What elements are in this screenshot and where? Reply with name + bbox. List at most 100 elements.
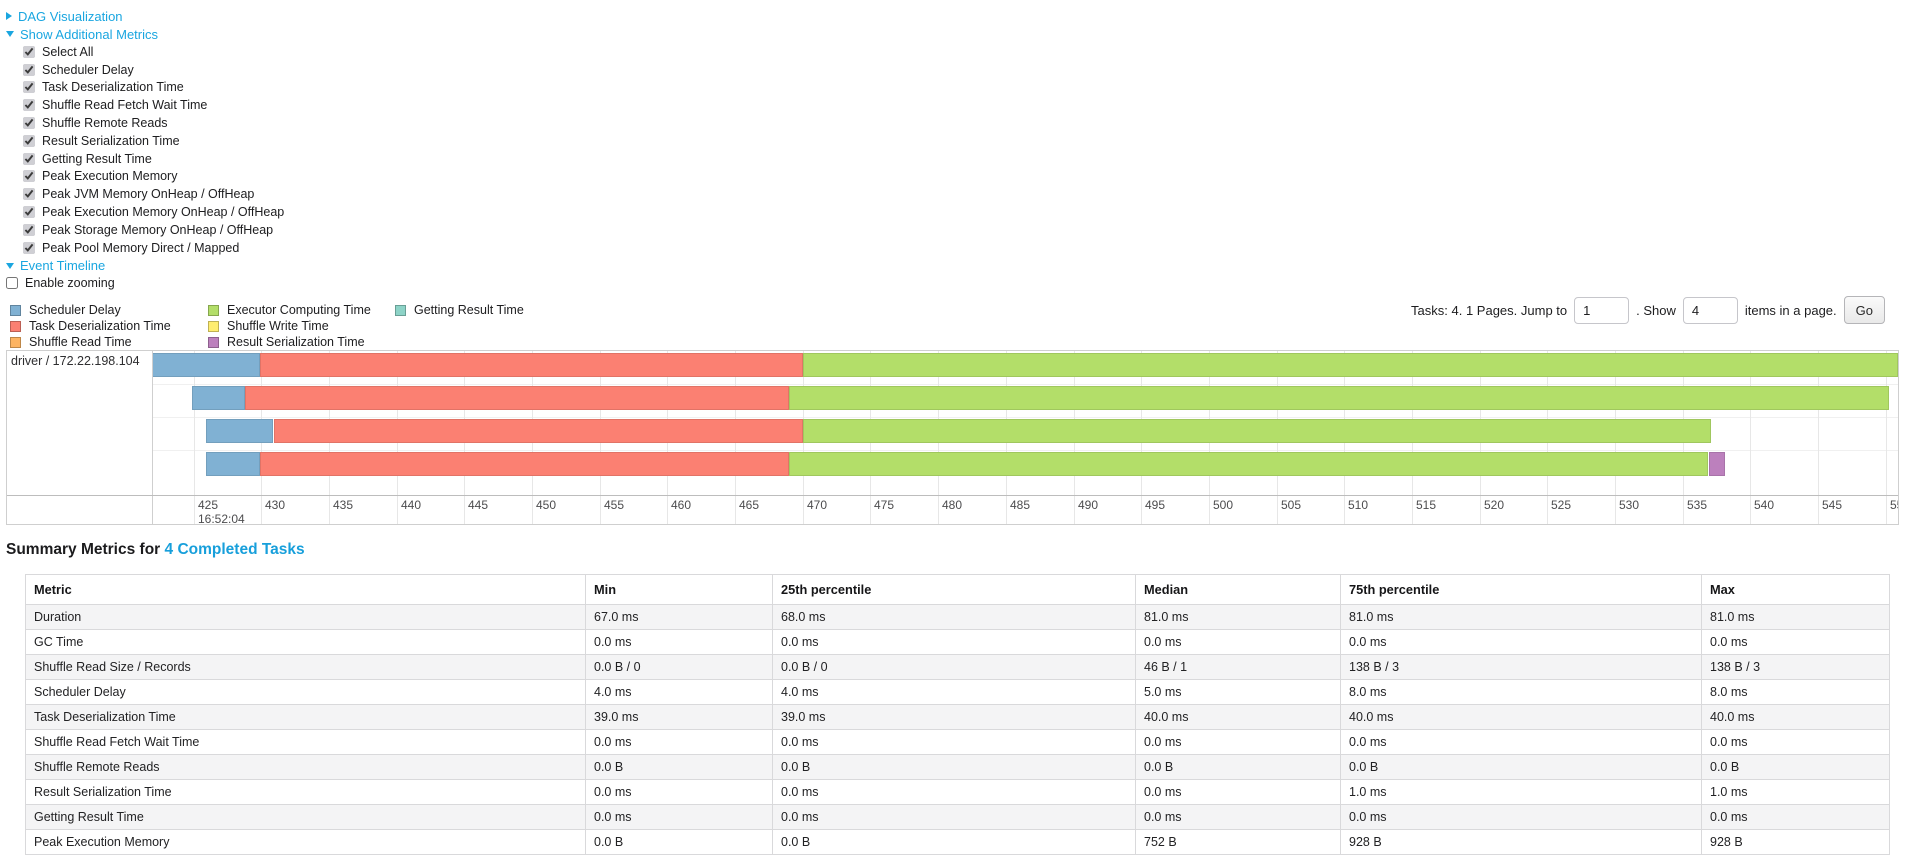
legend-label: Getting Result Time — [414, 303, 524, 317]
summary-row: Task Deserialization Time 39.0 ms 39.0 ms 4… — [25, 704, 1890, 730]
summary-metric-name: Task Deserialization Time — [25, 704, 586, 730]
enable-zooming-label: Enable zooming — [25, 276, 115, 291]
metric-checkbox-row: Peak Storage Memory OnHeap / OffHeap — [23, 221, 284, 239]
summary-cell: 0.0 ms — [1701, 804, 1890, 830]
metric-checkbox-task-deserialization-time[interactable] — [23, 81, 35, 94]
metric-checkbox-scheduler-delay[interactable] — [23, 63, 35, 76]
summary-cell: 4.0 ms — [772, 679, 1136, 705]
summary-metric-name: Result Serialization Time — [25, 779, 586, 805]
shuffle-write-swatch-icon — [208, 320, 219, 332]
metric-checkbox-row: Shuffle Remote Reads — [23, 114, 284, 132]
metric-checkbox-peak-jvm-memory-onheap-offheap[interactable] — [23, 188, 35, 201]
section-event-timeline[interactable]: Event Timeline — [6, 257, 284, 275]
metric-checkbox-row: Task Deserialization Time — [23, 79, 284, 97]
show-additional-metrics-link[interactable]: Show Additional Metrics — [20, 26, 159, 42]
stage-controls: DAG Visualization Show Additional Metric… — [6, 7, 284, 292]
section-show-additional-metrics[interactable]: Show Additional Metrics — [6, 25, 284, 43]
timeline-tick-label: 450 — [536, 498, 557, 512]
metric-checkbox-shuffle-read-fetch-wait-time[interactable] — [23, 99, 35, 112]
timeline-task-segment-executor-computing[interactable] — [802, 353, 1898, 377]
metric-checkbox-result-serialization-time[interactable] — [23, 134, 35, 147]
summary-cell: 81.0 ms — [1135, 604, 1341, 630]
jump-to-page-input[interactable] — [1574, 296, 1630, 324]
timeline-task-segment-task-deserialization[interactable] — [273, 419, 803, 443]
task-pagination: Tasks: 4. 1 Pages. Jump to . Show items … — [1411, 294, 1885, 326]
legend-column: Getting Result Time — [395, 302, 524, 350]
metric-checkbox-label: Scheduler Delay — [42, 62, 134, 77]
timeline-tick-label: 545 — [1822, 498, 1843, 512]
timeline-tick-label: 480 — [942, 498, 963, 512]
timeline-legend: Scheduler Delay Task Deserialization Time… — [10, 302, 524, 350]
go-button[interactable]: Go — [1843, 296, 1885, 324]
timeline-task-segment-task-deserialization[interactable] — [245, 386, 790, 410]
summary-cell: 0.0 ms — [1340, 629, 1702, 655]
metric-checkbox-peak-execution-memory-onheap-offheap[interactable] — [23, 206, 35, 219]
summary-cell: 752 B — [1135, 829, 1341, 855]
metric-checkbox-row: Scheduler Delay — [23, 61, 284, 79]
summary-metric-name: Shuffle Remote Reads — [25, 754, 586, 780]
summary-cell: 0.0 B — [772, 829, 1136, 855]
task-deserialization-swatch-icon — [10, 320, 21, 332]
summary-cell: 8.0 ms — [1701, 679, 1890, 705]
metric-checkbox-label: Result Serialization Time — [42, 133, 180, 148]
summary-col-header: 25th percentile — [772, 574, 1136, 605]
summary-row: GC Time 0.0 ms 0.0 ms 0.0 ms 0.0 ms 0.0 ms — [25, 629, 1890, 655]
summary-cell: 0.0 ms — [585, 804, 773, 830]
timeline-task-segment-scheduler-delay[interactable] — [153, 353, 260, 377]
metric-checkbox-label: Peak Execution Memory — [42, 169, 178, 184]
summary-cell: 8.0 ms — [1340, 679, 1702, 705]
timeline-task-segment-executor-computing[interactable] — [802, 419, 1712, 443]
summary-col-header: Median — [1135, 574, 1341, 605]
timeline-tick-label: 505 — [1281, 498, 1302, 512]
timeline-tick-label: 455 — [604, 498, 625, 512]
metric-checkbox-shuffle-remote-reads[interactable] — [23, 117, 35, 130]
timeline-time-of-day-label: 16:52:04 — [198, 512, 245, 524]
items-per-page-input[interactable] — [1682, 296, 1738, 324]
section-dag-visualization[interactable]: DAG Visualization — [6, 7, 284, 25]
dag-visualization-link[interactable]: DAG Visualization — [18, 8, 123, 24]
summary-row: Shuffle Read Fetch Wait Time 0.0 ms 0.0 ms… — [25, 729, 1890, 755]
timeline-task-segment-task-deserialization[interactable] — [259, 452, 790, 476]
summary-cell: 0.0 ms — [585, 629, 773, 655]
timeline-task-segment-scheduler-delay[interactable] — [205, 452, 260, 476]
summary-cell: 68.0 ms — [772, 604, 1136, 630]
summary-title-prefix: Summary Metrics for — [6, 541, 161, 558]
timeline-row-separator — [153, 417, 1898, 418]
timeline-task-segment-scheduler-delay[interactable] — [192, 386, 246, 410]
chevron-right-icon — [6, 12, 12, 20]
summary-cell: 0.0 ms — [772, 779, 1136, 805]
metric-checkbox-getting-result-time[interactable] — [23, 152, 35, 165]
timeline-task-segment-result-serialization[interactable] — [1708, 452, 1725, 476]
timeline-task-segment-scheduler-delay[interactable] — [205, 419, 274, 443]
legend-item: Scheduler Delay — [10, 302, 208, 318]
timeline-tick-label: 495 — [1145, 498, 1166, 512]
summary-col-header: 75th percentile — [1340, 574, 1702, 605]
metric-checkbox-peak-pool-memory-direct-mapped[interactable] — [23, 241, 35, 254]
timeline-tick-label: 485 — [1010, 498, 1031, 512]
timeline-tick-label: 425 — [198, 498, 219, 512]
timeline-gridline — [194, 351, 195, 524]
timeline-task-segment-executor-computing[interactable] — [789, 386, 1889, 410]
enable-zooming-checkbox[interactable] — [6, 277, 18, 290]
timeline-task-segment-executor-computing[interactable] — [789, 452, 1709, 476]
metric-checkbox-label: Task Deserialization Time — [42, 80, 184, 95]
metric-checkbox-peak-execution-memory[interactable] — [23, 170, 35, 183]
timeline-gridline — [1750, 351, 1751, 524]
metric-checkbox-select-all[interactable] — [23, 45, 35, 58]
timeline-tick-label: 470 — [807, 498, 828, 512]
completed-tasks-link[interactable]: 4 Completed Tasks — [164, 541, 305, 558]
timeline-task-segment-task-deserialization[interactable] — [259, 353, 803, 377]
event-timeline-link[interactable]: Event Timeline — [20, 258, 106, 274]
metric-checkbox-peak-storage-memory-onheap-offheap[interactable] — [23, 223, 35, 236]
metric-checkbox-row: Select All — [23, 43, 284, 61]
timeline-tick-label: 500 — [1213, 498, 1234, 512]
summary-cell: 0.0 ms — [772, 729, 1136, 755]
summary-cell: 0.0 ms — [585, 729, 773, 755]
summary-metric-name: Peak Execution Memory — [25, 829, 586, 855]
timeline-tick-label: 490 — [1078, 498, 1099, 512]
summary-metric-name: Getting Result Time — [25, 804, 586, 830]
timeline-tick-label: 520 — [1484, 498, 1505, 512]
timeline-tick-label: 510 — [1348, 498, 1369, 512]
summary-cell: 0.0 B — [585, 829, 773, 855]
metric-checkbox-label: Shuffle Remote Reads — [42, 116, 168, 131]
